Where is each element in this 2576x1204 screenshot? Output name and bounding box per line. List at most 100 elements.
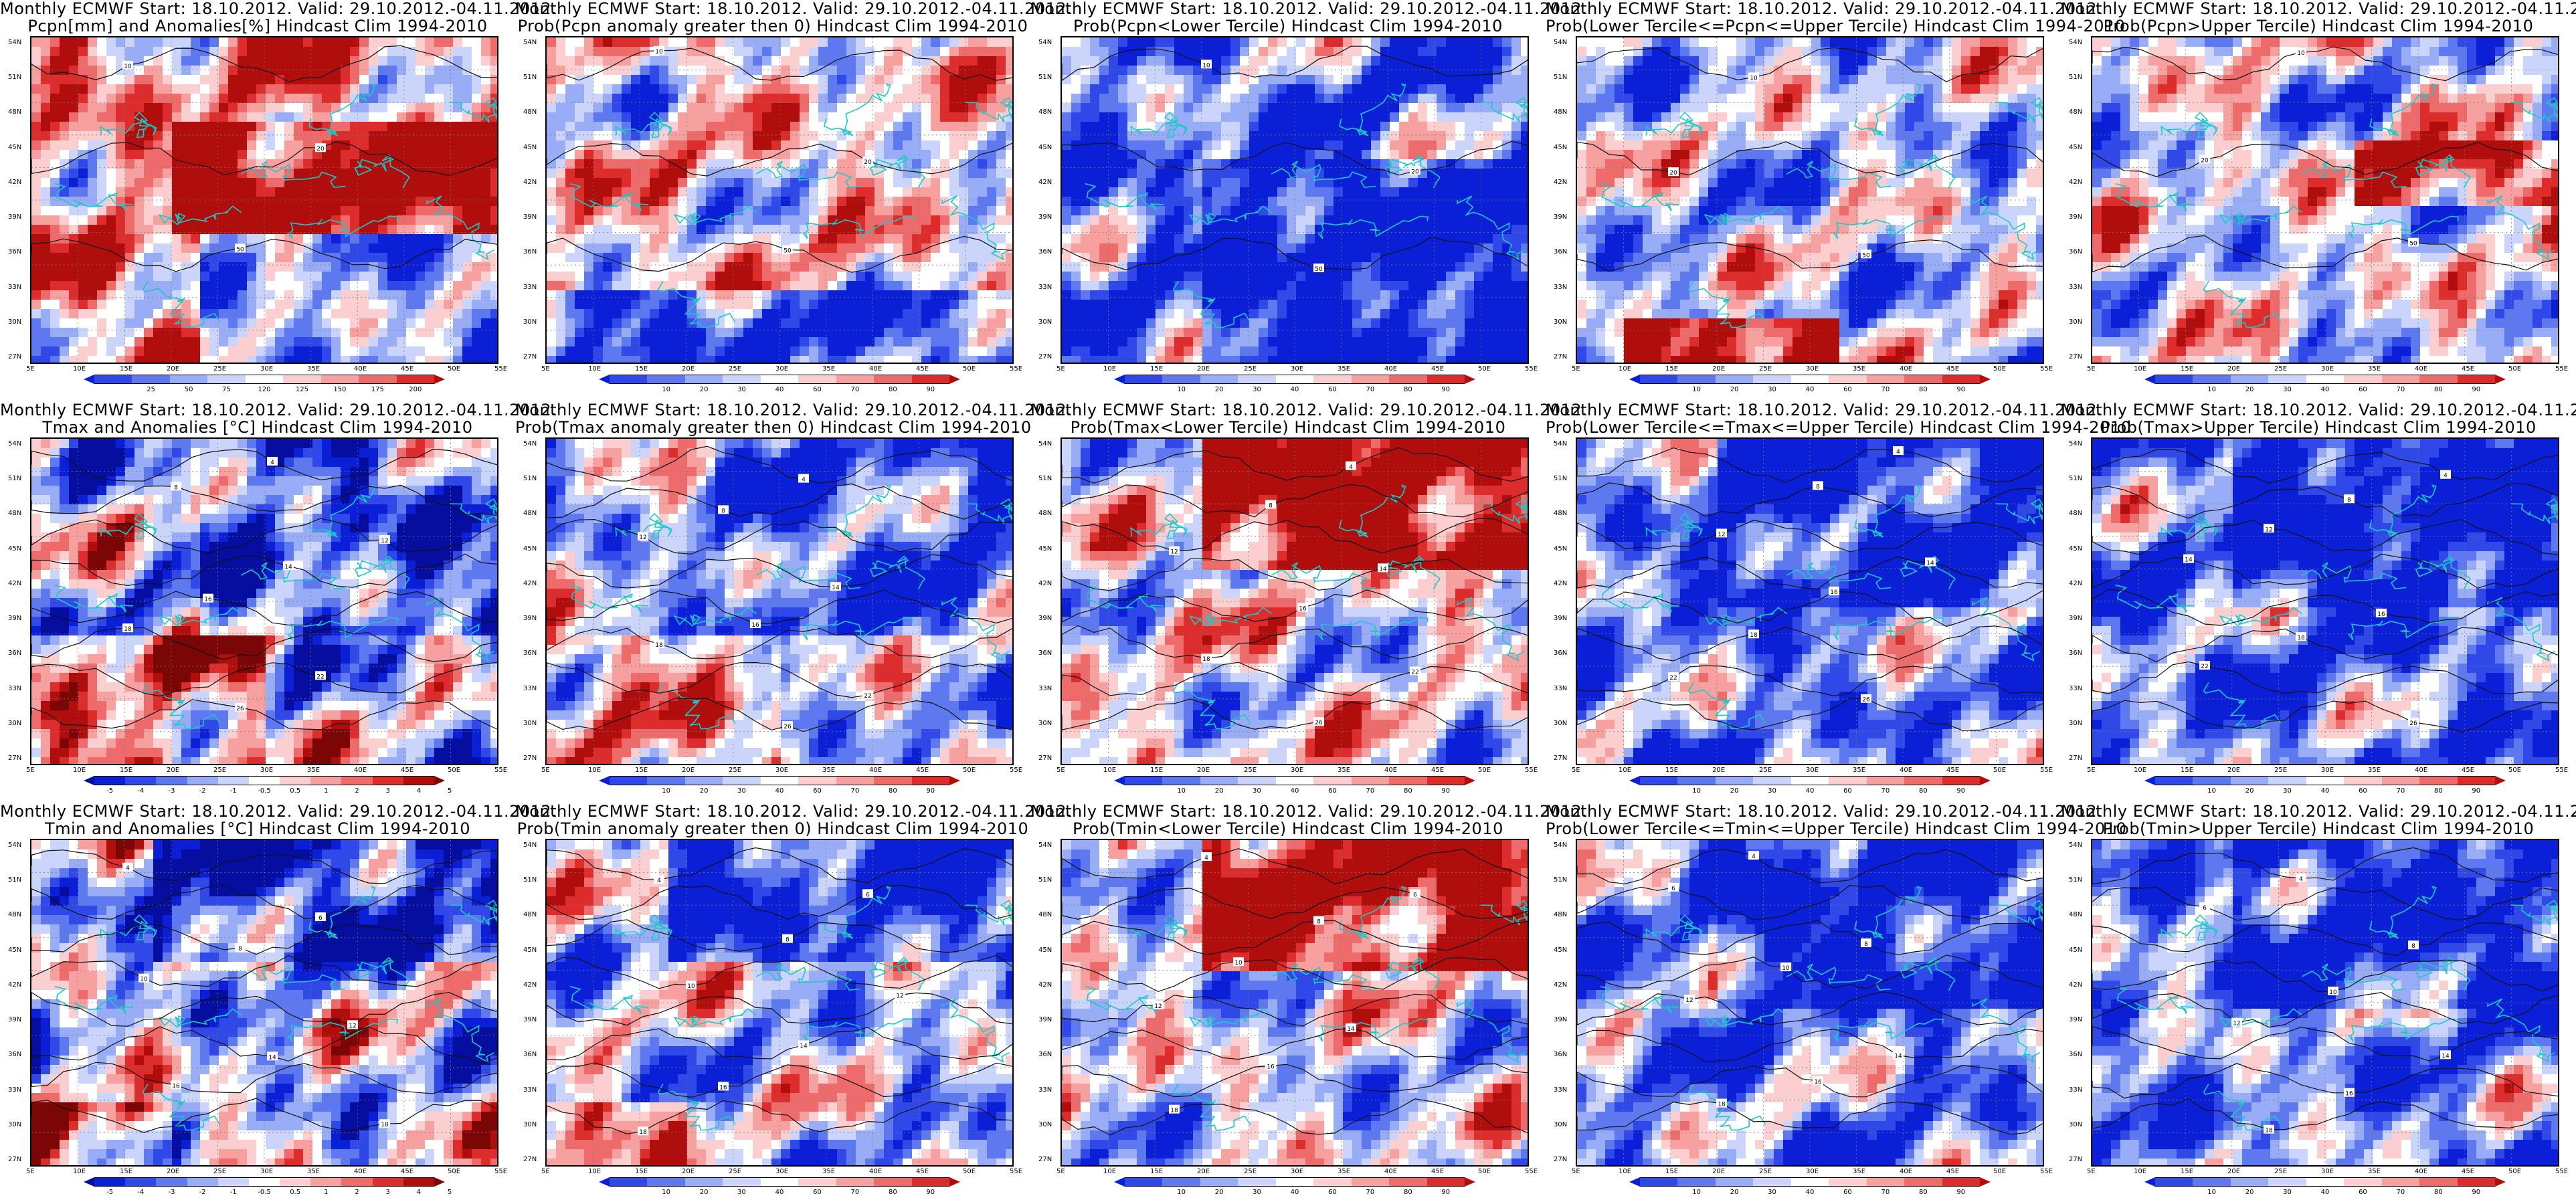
contour-label-box	[1297, 603, 1308, 612]
latitude-label: 51N	[523, 475, 537, 482]
longitude-label: 10E	[588, 365, 601, 373]
contour-label-box	[1346, 461, 1356, 470]
coastline	[569, 183, 649, 211]
coastline	[1971, 597, 2041, 662]
coastline	[1704, 205, 1787, 225]
contour-line	[547, 1100, 1012, 1134]
contour-line	[547, 884, 1012, 920]
colorbar-tick-label: 30	[2283, 787, 2292, 795]
latitude-label: 42N	[1554, 981, 1567, 989]
colorbar-segment	[911, 375, 950, 384]
latitude-label: 48N	[1554, 108, 1567, 116]
panel-title-line2: Prob(Tmax<Lower Tercile) Hindcast Clim 1…	[1030, 419, 1546, 436]
latitude-label: 45N	[523, 144, 537, 151]
coastline	[1384, 957, 1441, 991]
colorbar-segment	[403, 1177, 435, 1187]
contour-label-box	[654, 639, 664, 648]
colorbar-tick-label: 20	[1730, 386, 1739, 393]
longitude-label: 30E	[1291, 767, 1303, 774]
longitude-label: 10E	[2134, 767, 2146, 774]
longitude-label: 30E	[775, 1168, 788, 1175]
contour-label: 20	[2201, 157, 2209, 164]
panel-title-line1: Monthly ECMWF Start: 18.10.2012. Valid: …	[1030, 401, 1587, 419]
coastline	[142, 281, 221, 328]
contour-line	[1577, 665, 2043, 696]
latitude-label: 36N	[2069, 649, 2082, 657]
longitude-label: 5E	[1572, 767, 1580, 774]
colorbar	[84, 1177, 445, 1187]
longitude-label: 5E	[1056, 767, 1065, 774]
latitude-label: 48N	[1554, 911, 1567, 918]
colorbar	[1629, 375, 1991, 384]
colorbar-tick-label: 20	[2245, 1189, 2254, 1196]
contour-label-box	[1716, 528, 1727, 538]
longitude-label: 30E	[2321, 767, 2334, 774]
panel-title-line1: Monthly ECMWF Start: 18.10.2012. Valid: …	[1546, 0, 2102, 17]
panel-title-line1: Monthly ECMWF Start: 18.10.2012. Valid: …	[515, 0, 1072, 17]
longitude-label: 10E	[2134, 365, 2146, 373]
latitude-label: 27N	[8, 1156, 21, 1163]
coastline	[2301, 963, 2407, 991]
coastline	[1704, 607, 1787, 627]
colorbar-segment	[1238, 776, 1277, 785]
contour-label: 6	[318, 915, 323, 922]
longitude-label: 25E	[2274, 767, 2287, 774]
contour-line	[2092, 589, 2558, 626]
contour-line	[31, 923, 497, 956]
colorbar-tick-label: 80	[889, 386, 897, 393]
coastline	[2511, 900, 2558, 926]
latitude-label: 36N	[8, 1051, 21, 1058]
contour-label-box	[1313, 916, 1324, 925]
coastline	[802, 617, 914, 641]
coastline	[2415, 957, 2471, 991]
coastline	[2348, 617, 2460, 641]
latitude-label: 54N	[2069, 440, 2082, 447]
colorbar-segment	[156, 776, 188, 785]
contour-label: 20	[316, 146, 325, 153]
colorbar-tick-label: 90	[1956, 787, 1965, 795]
contour-label-box	[1410, 166, 1420, 175]
contour-line	[547, 1027, 1012, 1061]
coastline	[2115, 584, 2195, 613]
colorbar-segment	[874, 1177, 913, 1187]
panel-title-line1: Monthly ECMWF Start: 18.10.2012. Valid: …	[1546, 401, 2102, 419]
longitude-label: 30E	[1291, 1168, 1303, 1175]
colorbar-tick-label: 30	[1253, 1189, 1261, 1196]
contour-label: 4	[1752, 854, 1756, 860]
map-panel: Monthly ECMWF Start: 18.10.2012. Valid: …	[1546, 803, 2126, 1204]
contour-line	[31, 553, 497, 588]
colorbar	[84, 375, 445, 384]
latitude-label: 27N	[1554, 755, 1567, 762]
colorbar-segment	[2230, 375, 2269, 384]
contour-line	[1577, 848, 2043, 884]
colorbar-min-arrow	[1629, 375, 1640, 384]
map-frame: 4 6 8 10 12 14 16 18	[1576, 839, 2044, 1167]
contour-line	[1062, 1098, 1528, 1136]
latitude-label: 27N	[1038, 755, 1052, 762]
shaded-field: 10 20 50	[1577, 37, 2043, 363]
longitude-label: 20E	[682, 1168, 695, 1175]
latitude-label: 33N	[1554, 685, 1567, 692]
contour-label: 14	[2185, 557, 2193, 564]
longitude-label: 25E	[1759, 767, 1772, 774]
colorbar-segment	[2344, 1177, 2383, 1187]
latitude-label: 54N	[523, 440, 537, 447]
colorbar-segment	[248, 776, 280, 785]
coastline	[450, 97, 497, 123]
map-frame: 10 20 50	[30, 36, 498, 364]
contour-label: 10	[140, 977, 148, 983]
map-frame: 10 20 50	[1061, 36, 1529, 364]
colorbar-tick-label: 80	[1404, 386, 1412, 393]
contour-label: 14	[800, 1043, 808, 1049]
latitude-label: 51N	[8, 876, 21, 884]
contour-label-box	[782, 721, 793, 730]
colorbar-tick-label: 150	[333, 386, 346, 393]
latitude-label: 39N	[2069, 213, 2082, 221]
contour-label: 8	[2347, 497, 2351, 504]
contour-line	[1577, 920, 2043, 955]
colorbar-tick-label: 1	[324, 1189, 328, 1196]
longitude-label: 40E	[1384, 767, 1397, 774]
latitude-label: 54N	[523, 841, 537, 849]
colorbar	[599, 1177, 960, 1187]
colorbar-segment	[94, 1177, 126, 1187]
